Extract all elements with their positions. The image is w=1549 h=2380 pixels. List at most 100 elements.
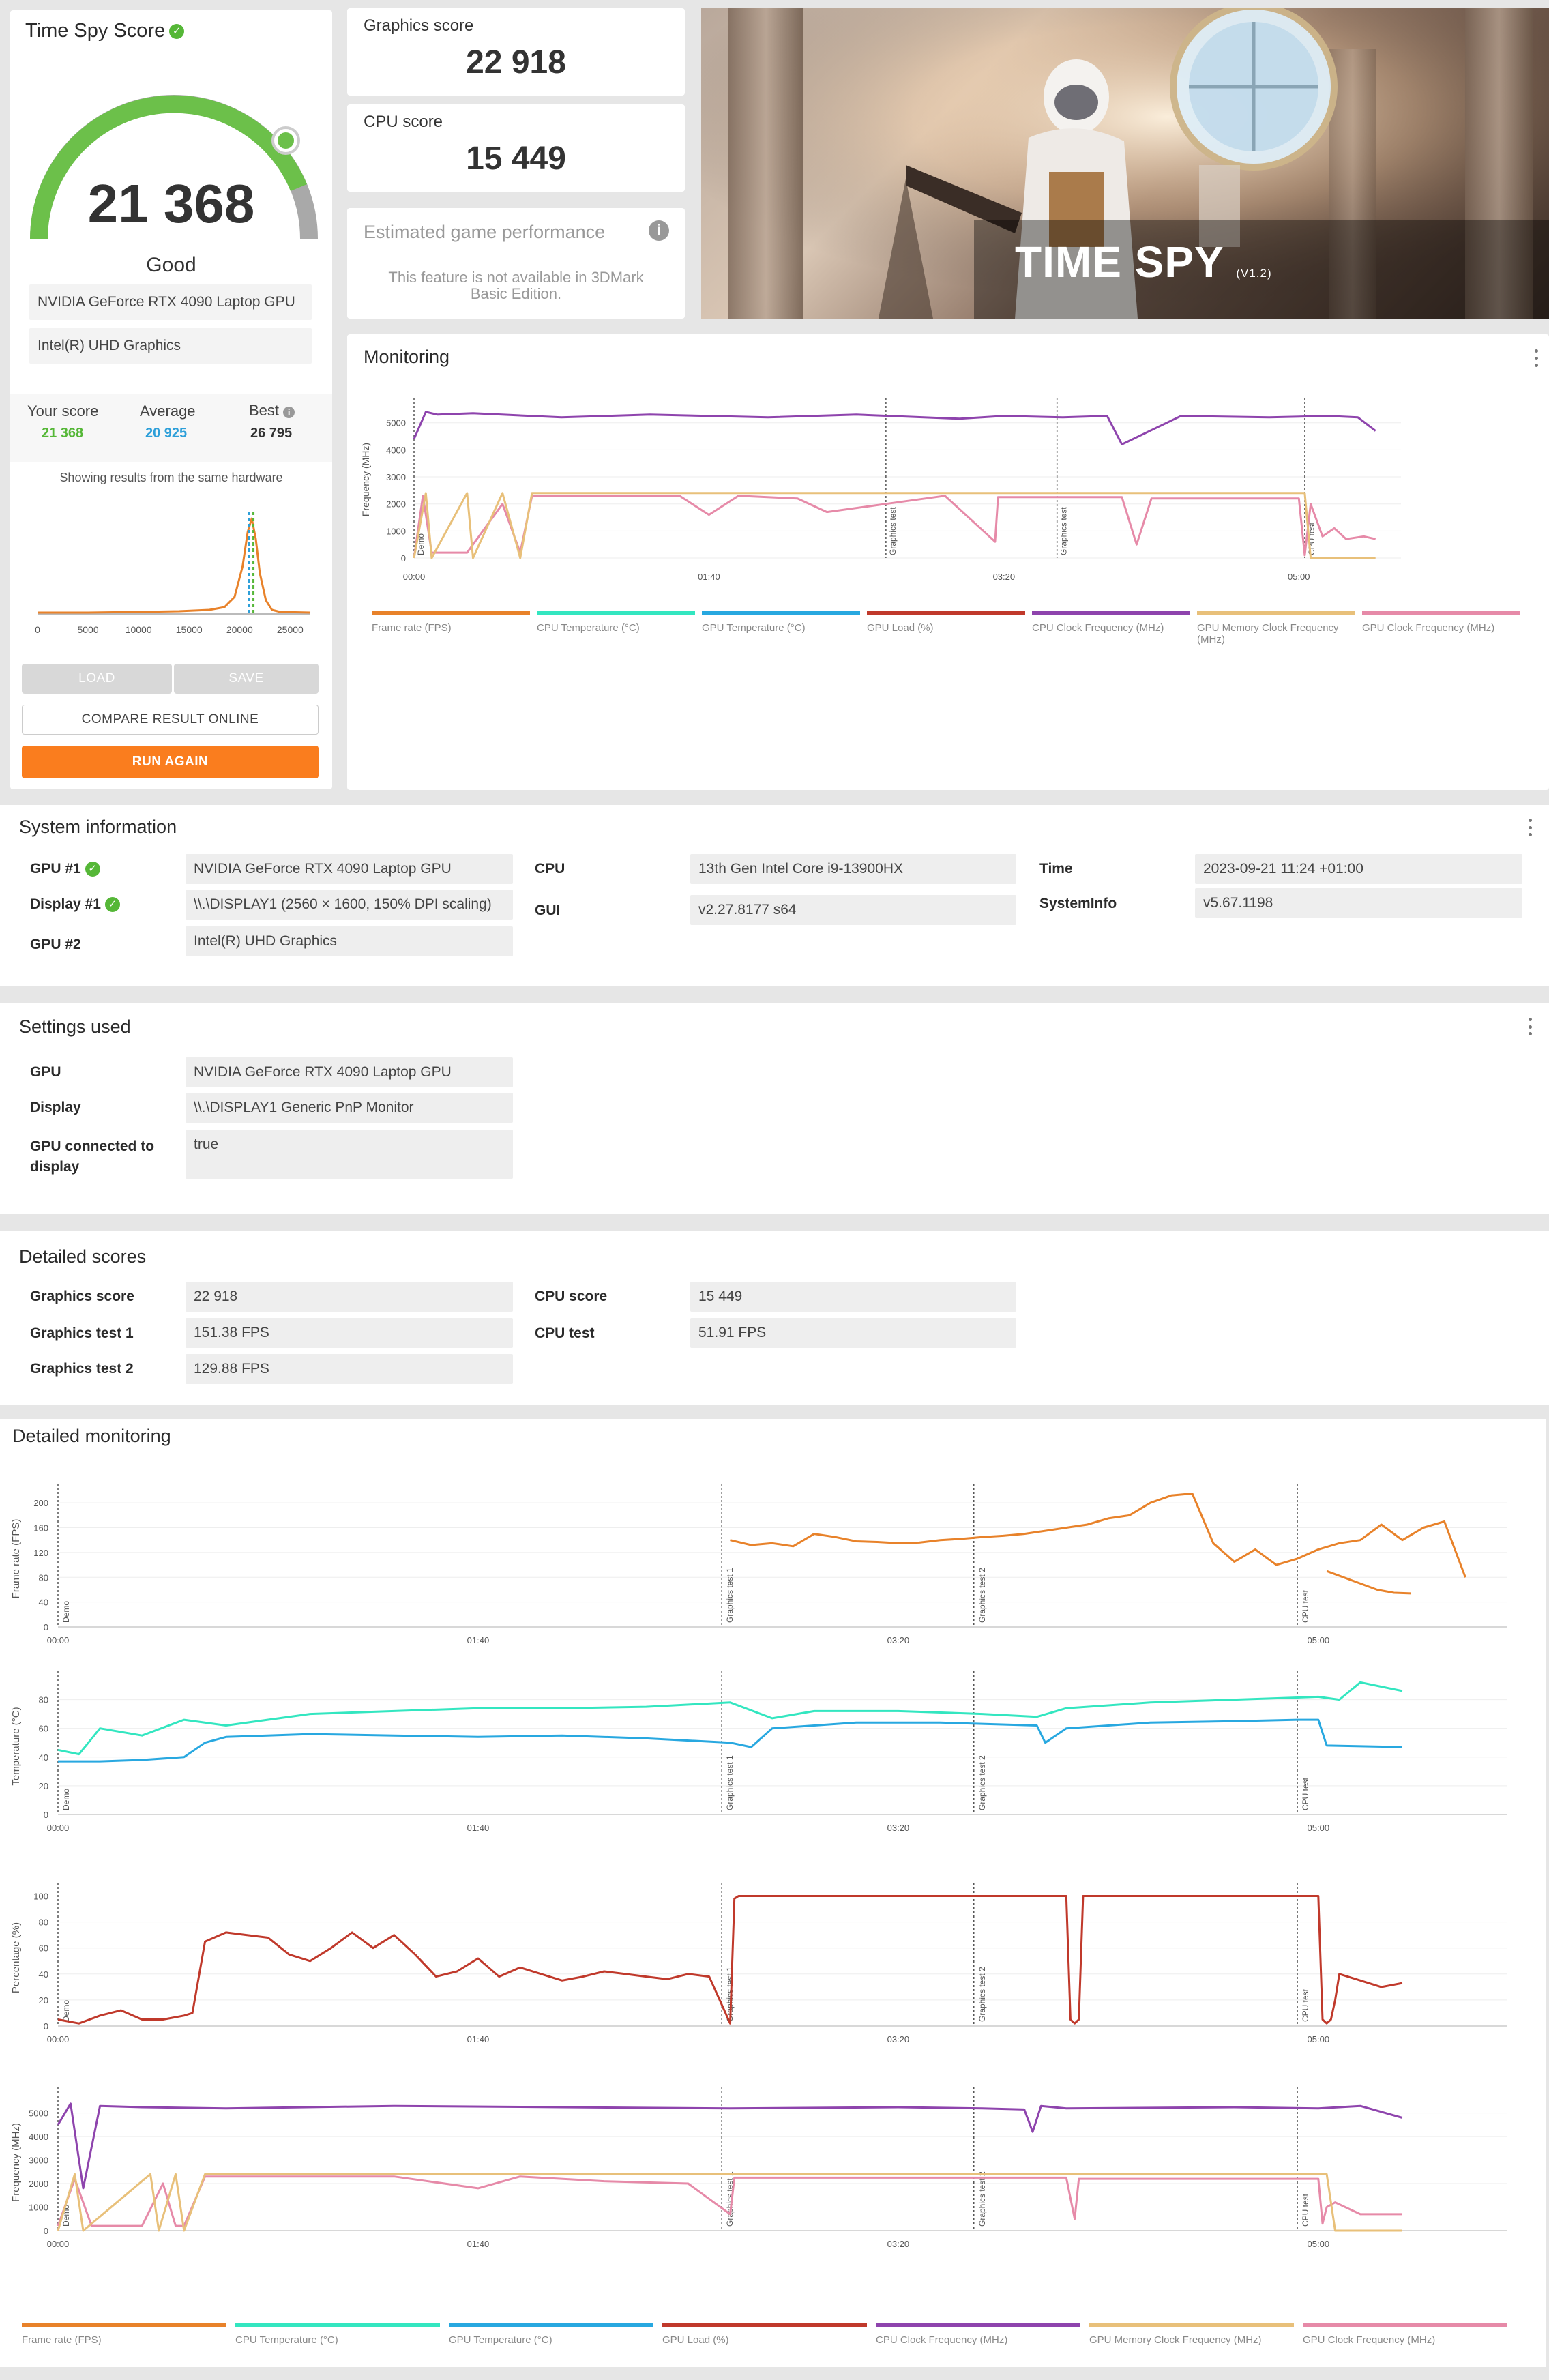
det-x-tick: 05:00	[1308, 1823, 1330, 1833]
more-options-icon[interactable]	[1528, 1018, 1532, 1035]
det-y-tick: 60	[39, 1943, 48, 1954]
det-series-line	[57, 2175, 1402, 2227]
settings-title: Settings used	[19, 1016, 131, 1037]
mon-x-tick: 05:00	[1288, 572, 1310, 582]
legend-swatch	[867, 611, 1025, 615]
det-series-line	[57, 1681, 1403, 1756]
legend-item[interactable]: GPU Load (%)	[662, 2323, 867, 2346]
det-y-tick: 100	[33, 1892, 48, 1902]
gpu2-label: GPU #2	[30, 937, 81, 952]
det-x-tick: 00:00	[47, 2239, 70, 2249]
banner-title: TIME SPY (V1.2)	[1015, 237, 1272, 287]
det-x-tick: 03:20	[887, 2034, 910, 2044]
estimated-note-line2: Basic Edition.	[470, 285, 562, 302]
legend-item[interactable]: GPU Memory Clock Frequency (MHz)	[1089, 2323, 1294, 2346]
average-value: 20 925	[145, 426, 188, 441]
det-marker-label: CPU test	[1301, 1988, 1310, 2022]
detailed-monitoring-card: Detailed monitoring 0 40 80 120 160 200 Frame …	[0, 1419, 1546, 2367]
systeminfo-label: SystemInfo	[1039, 896, 1117, 911]
graphics-test2-value: 129.88 FPS	[186, 1354, 513, 1384]
det-marker-label: Demo	[61, 2000, 71, 2022]
det-y-tick: 4000	[29, 2132, 48, 2142]
legend-label: CPU Temperature (°C)	[235, 2334, 338, 2346]
mon-y-label: Frequency (MHz)	[360, 443, 371, 516]
legend-swatch	[537, 611, 695, 615]
dist-tick-label: 15000	[176, 624, 203, 635]
det-y-tick: 5000	[29, 2109, 48, 2119]
dist-curve	[38, 517, 311, 614]
display1-label-text: Display #1	[30, 896, 101, 912]
legend-item[interactable]: GPU Memory Clock Frequency (MHz)	[1197, 611, 1355, 645]
gpu2-value: Intel(R) UHD Graphics	[186, 926, 513, 956]
info-icon[interactable]: i	[283, 407, 295, 418]
time-value: 2023-09-21 11:24 +01:00	[1195, 854, 1522, 884]
settings-used-card: Settings used GPU NVIDIA GeForce RTX 409…	[0, 1003, 1549, 1214]
legend-item[interactable]: GPU Clock Frequency (MHz)	[1303, 2323, 1507, 2346]
det-series-line	[730, 1493, 1466, 1578]
legend-item[interactable]: Frame rate (FPS)	[22, 2323, 226, 2346]
mon-x-tick: 03:20	[993, 572, 1016, 582]
run-again-button[interactable]: RUN AGAIN	[22, 746, 319, 778]
det-marker-label: Demo	[61, 1601, 71, 1623]
cpu-score-value: 15 449	[466, 141, 566, 177]
det-x-tick: 01:40	[467, 1635, 490, 1645]
det-marker-label: CPU test	[1301, 1777, 1310, 1810]
compare-online-button[interactable]: COMPARE RESULT ONLINE	[22, 705, 319, 735]
load-button[interactable]: LOAD	[22, 664, 172, 694]
graphics-score-card: Graphics score 22 918	[347, 8, 685, 96]
legend-label: GPU Clock Frequency (MHz)	[1303, 2334, 1436, 2346]
det-y-tick: 60	[39, 1724, 48, 1734]
more-options-icon[interactable]	[1528, 819, 1532, 836]
legend-item[interactable]: GPU Temperature (°C)	[702, 611, 860, 634]
legend-label: GPU Memory Clock Frequency (MHz)	[1089, 2334, 1262, 2346]
graphics-score-value: 22 918	[186, 1282, 513, 1312]
best-label-text: Best	[249, 402, 280, 419]
cpu-score-value: 15 449	[690, 1282, 1016, 1312]
legend-item[interactable]: GPU Clock Frequency (MHz)	[1362, 611, 1520, 634]
det-y-tick: 3000	[29, 2156, 48, 2166]
mon-marker-label: Graphics test	[888, 507, 898, 555]
graphics-score-label: Graphics score	[364, 16, 474, 35]
legend-swatch	[662, 2323, 867, 2327]
legend-item[interactable]: CPU Clock Frequency (MHz)	[876, 2323, 1080, 2346]
settings-connected-value: true	[186, 1130, 513, 1179]
info-icon[interactable]: i	[649, 220, 669, 241]
legend-item[interactable]: GPU Load (%)	[867, 611, 1025, 634]
save-button[interactable]: SAVE	[174, 664, 319, 694]
det-series-line	[57, 2173, 1402, 2232]
monitoring-card: Monitoring 0 1000 2000 3000 4000 5000 Frequenc…	[347, 334, 1549, 790]
settings-display-label: Display	[30, 1100, 81, 1115]
mon-y-tick: 1000	[386, 526, 406, 536]
estimated-note-line1: This feature is not available in 3DMark	[388, 269, 644, 286]
legend-label: GPU Temperature (°C)	[702, 622, 806, 634]
settings-connected-label-line2: display	[30, 1159, 80, 1175]
your-score-value: 21 368	[42, 426, 84, 441]
det-y-label: Frequency (MHz)	[10, 2123, 22, 2202]
legend-item[interactable]: CPU Clock Frequency (MHz)	[1032, 611, 1190, 634]
legend-item[interactable]: CPU Temperature (°C)	[537, 611, 695, 634]
legend-item[interactable]: CPU Temperature (°C)	[235, 2323, 440, 2346]
system-info-title: System information	[19, 817, 177, 837]
mon-y-tick: 2000	[386, 499, 406, 510]
det-marker-label: CPU test	[1301, 2193, 1310, 2227]
det-y-tick: 80	[39, 1695, 48, 1705]
legend-label: CPU Temperature (°C)	[537, 622, 640, 634]
legend-label: Frame rate (FPS)	[22, 2334, 102, 2346]
det-x-tick: 05:00	[1308, 1635, 1330, 1645]
graphics-score-value: 22 918	[466, 44, 566, 80]
dist-tick-label: 0	[35, 624, 40, 635]
legend-item[interactable]: Frame rate (FPS)	[372, 611, 530, 634]
detailed-monitoring-title: Detailed monitoring	[12, 1426, 171, 1446]
banner-artwork	[701, 8, 1549, 319]
dist-tick-label: 5000	[77, 624, 98, 635]
det-y-label: Frame rate (FPS)	[10, 1519, 22, 1599]
cpu-test-value: 51.91 FPS	[690, 1318, 1016, 1348]
detailed-scores-card: Detailed scores Graphics score 22 918 Gr…	[0, 1231, 1549, 1405]
det-y-tick: 80	[39, 1572, 48, 1583]
settings-connected-label-line1: GPU connected to	[30, 1138, 155, 1154]
det-y-tick: 2000	[29, 2179, 48, 2189]
legend-swatch	[449, 2323, 653, 2327]
legend-item[interactable]: GPU Temperature (°C)	[449, 2323, 653, 2346]
more-options-icon[interactable]	[1534, 349, 1538, 367]
